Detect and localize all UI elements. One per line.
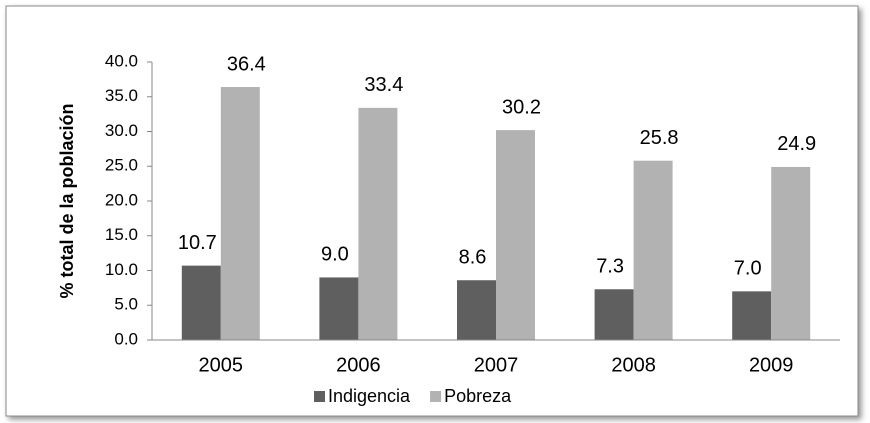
y-tick-label: 25.0 [105,156,138,175]
bar [220,87,260,341]
chart-frame [5,5,859,417]
y-tick-label: 10.0 [105,260,138,279]
y-tick-label: 35.0 [105,86,138,105]
legend-swatch [314,391,325,402]
bar [594,289,634,340]
y-tick-label: 20.0 [105,190,138,209]
x-tick-label: 2005 [199,354,244,376]
legend-swatch [430,391,442,402]
data-label: 24.9 [777,133,816,155]
x-tick-label: 2009 [749,354,794,376]
data-label: 33.4 [364,74,403,96]
legend-label: Pobreza [444,386,512,406]
data-label: 7.3 [596,256,624,278]
x-tick-label: 2006 [336,354,381,376]
bar [181,265,221,340]
bar [732,291,772,340]
data-label: 30.2 [502,96,541,118]
data-label: 9.0 [321,244,349,266]
bar [358,107,398,341]
data-label: 7.0 [734,258,762,280]
x-tick-label: 2008 [611,354,656,376]
data-label: 25.8 [640,127,679,149]
y-tick-label: 30.0 [105,121,138,140]
y-tick-label: 0.0 [114,329,138,348]
data-label: 10.7 [178,232,217,254]
data-label: 8.6 [459,247,487,269]
y-axis-label: % total de la población [57,103,77,298]
bar [771,166,811,340]
legend-label: Indigencia [328,386,411,406]
y-tick-label: 5.0 [114,295,138,314]
y-tick-label: 15.0 [105,225,138,244]
y-tick-label: 40.0 [105,51,138,70]
bar [496,130,535,340]
bar [319,277,359,340]
data-label: 36.4 [227,53,266,75]
x-tick-label: 2007 [474,354,519,376]
bar [457,280,496,340]
bar [633,160,673,340]
